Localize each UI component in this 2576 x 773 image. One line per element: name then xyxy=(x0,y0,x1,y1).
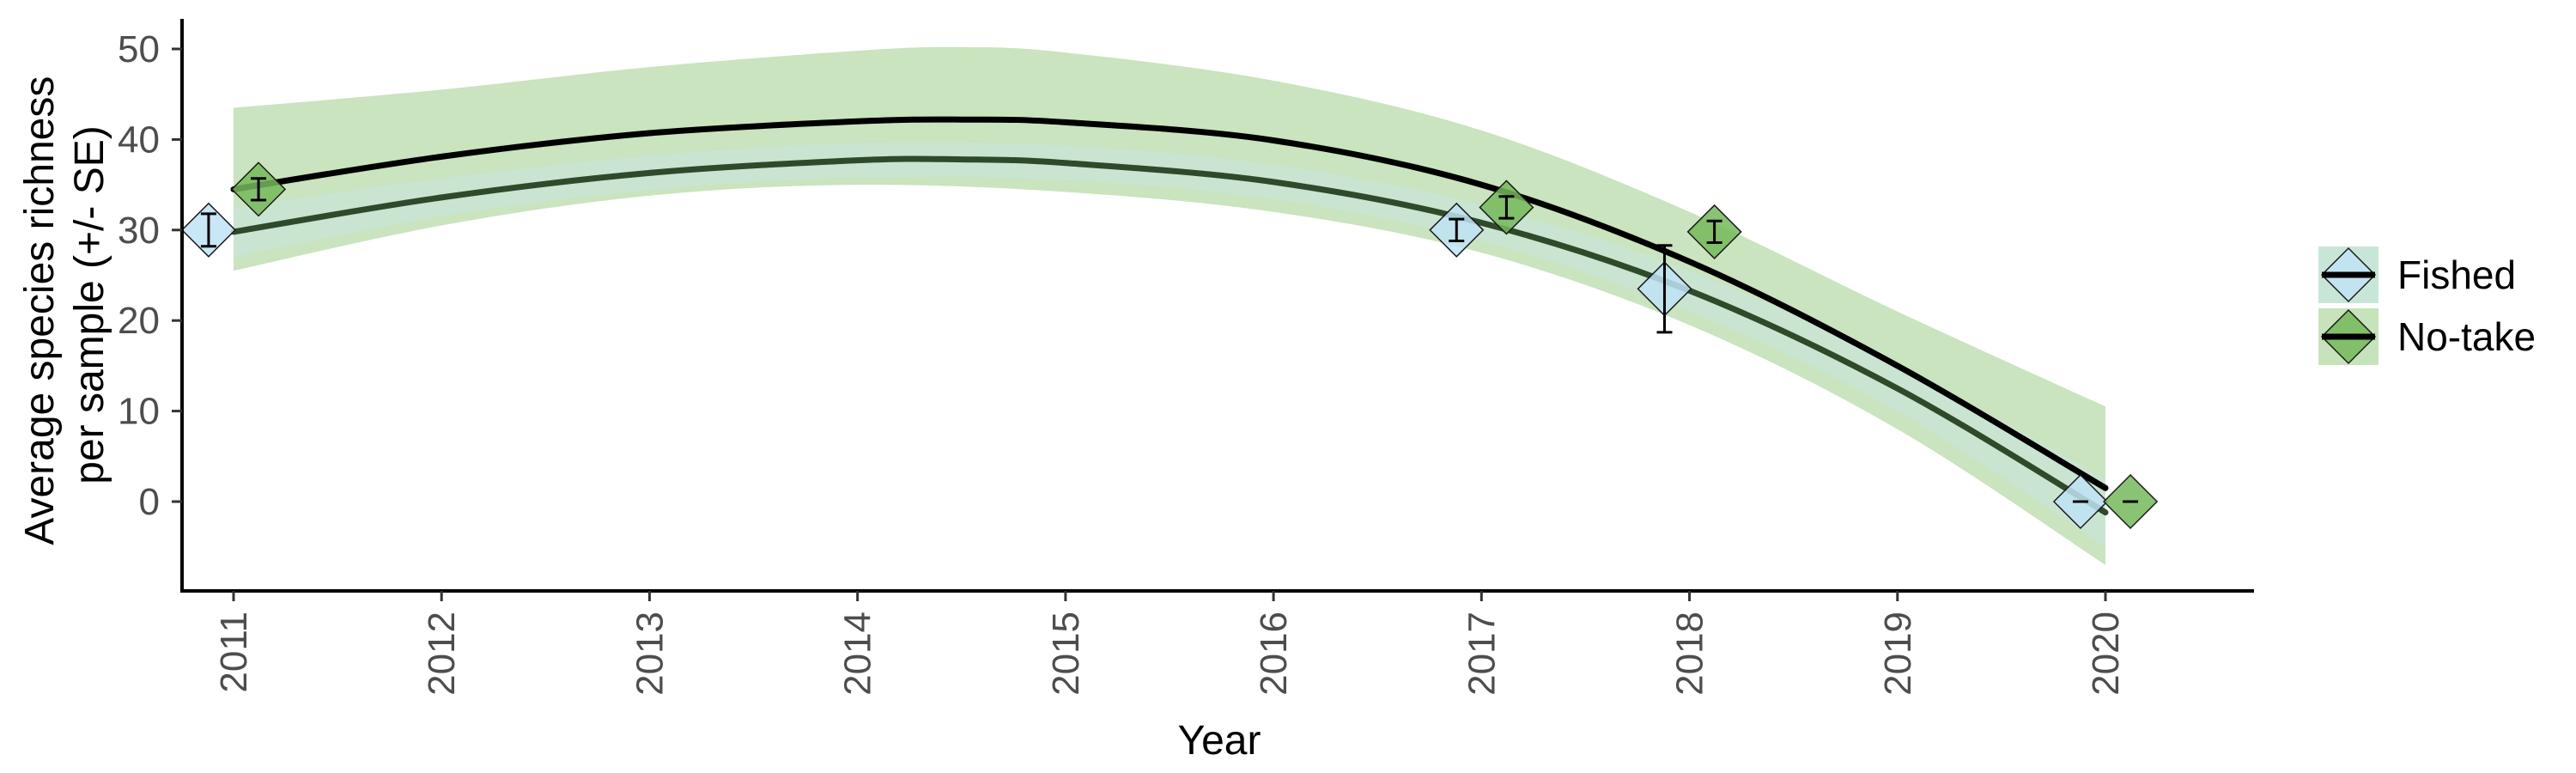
error-bar-no-take xyxy=(1706,219,1722,245)
x-tick-label: 2014 xyxy=(837,612,879,696)
fit-lines xyxy=(230,116,2109,516)
x-tick-label: 2013 xyxy=(629,612,671,696)
x-tick-label: 2015 xyxy=(1045,612,1087,696)
x-tick-label: 2012 xyxy=(421,612,463,696)
error-bar-fished xyxy=(1449,217,1465,242)
x-tick-label: 2019 xyxy=(1877,612,1919,696)
legend-label-no-take: No-take xyxy=(2397,314,2536,359)
y-tick-label: 40 xyxy=(118,119,160,161)
y-ticks: 0 10 20 30 40 50 xyxy=(118,28,182,523)
y-tick-label: 20 xyxy=(118,300,160,342)
y-tick-label: 10 xyxy=(118,391,160,433)
y-tick-label: 30 xyxy=(118,210,160,252)
confidence-bands xyxy=(234,46,2105,565)
x-tick-label: 2017 xyxy=(1461,612,1503,696)
error-bars xyxy=(200,177,2139,503)
y-axis-title-line-2: per sample (+/- SE) xyxy=(67,125,112,484)
y-tick-label: 50 xyxy=(118,28,160,70)
error-bar-fished xyxy=(200,212,216,248)
y-axis-title-line-1: Average species richness xyxy=(17,76,63,545)
y-axis-title: Average species richness per sample (+/-… xyxy=(17,64,112,545)
axes xyxy=(180,19,2254,593)
ci-band-no-take xyxy=(234,46,2105,565)
x-tick-label: 2020 xyxy=(2085,612,2127,696)
fit-line-fished xyxy=(230,155,2109,516)
legend: Fished No-take xyxy=(2318,247,2536,365)
fit-line-no-take xyxy=(230,116,2109,491)
x-ticks: 2011 2012 2013 2014 2015 2016 2017 2018 2019 2020 xyxy=(213,591,2127,696)
x-tick-label: 2018 xyxy=(1669,612,1711,696)
x-tick-label: 2011 xyxy=(213,612,255,693)
error-bar-fished xyxy=(1656,244,1673,334)
x-tick-label: 2016 xyxy=(1253,612,1295,696)
y-tick-label: 0 xyxy=(139,481,160,523)
error-bar-no-take xyxy=(1498,195,1515,220)
x-axis-title: Year xyxy=(1178,718,1261,764)
ci-band-fished xyxy=(234,142,2105,547)
legend-label-fished: Fished xyxy=(2397,253,2516,297)
error-bar-no-take xyxy=(251,177,267,202)
